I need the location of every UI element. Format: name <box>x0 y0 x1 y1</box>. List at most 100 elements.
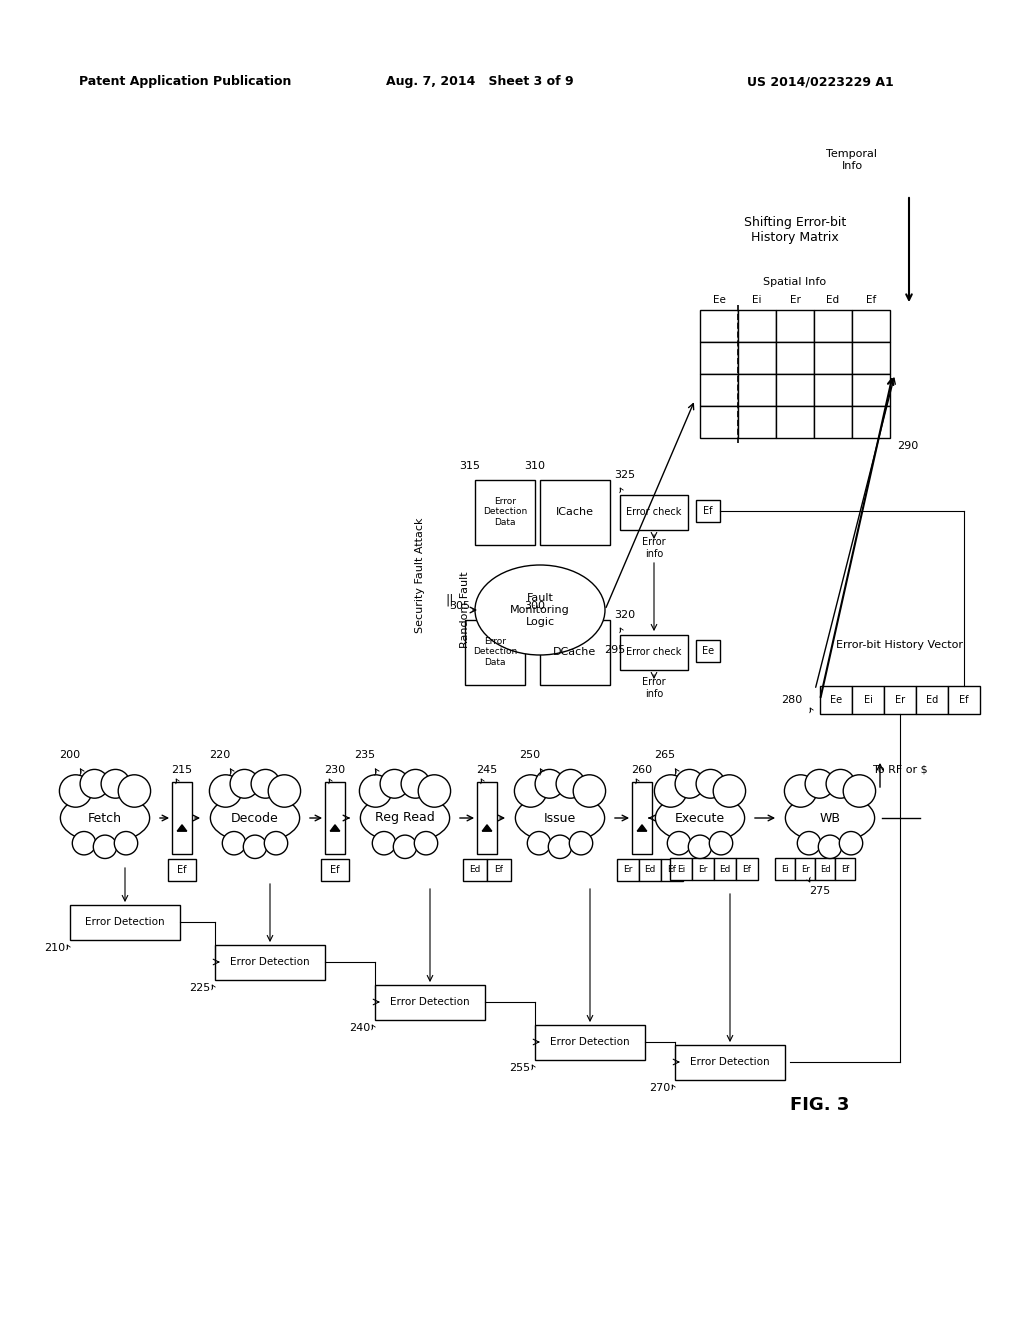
Text: Er: Er <box>895 696 905 705</box>
Circle shape <box>244 836 266 858</box>
Bar <box>814 374 852 407</box>
Circle shape <box>115 832 137 855</box>
Circle shape <box>80 770 109 799</box>
Text: Error
info: Error info <box>642 677 666 698</box>
Text: Ei: Ei <box>781 865 788 874</box>
Bar <box>700 342 738 374</box>
Bar <box>463 859 487 880</box>
Bar <box>814 342 852 374</box>
Text: 255: 255 <box>509 1063 530 1073</box>
Circle shape <box>393 836 417 858</box>
Text: 300: 300 <box>524 601 546 611</box>
Text: Ed: Ed <box>719 865 731 874</box>
Bar <box>475 480 535 545</box>
Text: Ee: Ee <box>701 645 714 656</box>
Polygon shape <box>330 825 340 832</box>
Circle shape <box>843 775 876 808</box>
Text: 325: 325 <box>614 470 636 480</box>
Circle shape <box>59 775 92 808</box>
Text: Fetch: Fetch <box>88 812 122 825</box>
Text: 200: 200 <box>59 750 81 760</box>
Text: Spatial Info: Spatial Info <box>764 277 826 286</box>
Circle shape <box>548 836 571 858</box>
Circle shape <box>805 770 834 799</box>
Text: Ei: Ei <box>677 865 685 874</box>
Ellipse shape <box>515 793 604 842</box>
Text: Error
Detection
Data: Error Detection Data <box>473 638 517 667</box>
Bar <box>714 858 736 880</box>
Text: 305: 305 <box>450 601 470 611</box>
Text: Random Fault: Random Fault <box>460 572 470 648</box>
Text: 215: 215 <box>171 766 193 775</box>
Text: Temporal
Info: Temporal Info <box>826 149 878 170</box>
Bar <box>325 781 345 854</box>
Text: Error
Detection
Data: Error Detection Data <box>483 498 527 527</box>
Circle shape <box>556 770 585 799</box>
Text: Er: Er <box>624 866 633 874</box>
Text: Ed: Ed <box>926 696 938 705</box>
Circle shape <box>373 832 395 855</box>
Text: 295: 295 <box>604 645 626 655</box>
Bar <box>776 374 814 407</box>
Circle shape <box>713 775 745 808</box>
Text: 310: 310 <box>524 461 546 471</box>
Text: Error
info: Error info <box>642 537 666 558</box>
Text: FIG. 3: FIG. 3 <box>791 1096 850 1114</box>
Bar <box>696 500 720 521</box>
Circle shape <box>101 770 130 799</box>
Circle shape <box>668 832 691 855</box>
Circle shape <box>209 775 242 808</box>
Circle shape <box>514 775 547 808</box>
Bar <box>620 635 688 671</box>
Bar <box>168 859 196 880</box>
Bar <box>487 859 511 880</box>
Bar <box>477 781 497 854</box>
Text: Ef: Ef <box>959 696 969 705</box>
Bar <box>776 407 814 438</box>
Text: 250: 250 <box>519 750 541 760</box>
Circle shape <box>784 775 817 808</box>
Bar <box>639 859 662 880</box>
Text: 245: 245 <box>476 766 498 775</box>
Text: Issue: Issue <box>544 812 577 825</box>
Bar <box>814 407 852 438</box>
Text: 260: 260 <box>632 766 652 775</box>
Bar <box>852 374 890 407</box>
Text: 270: 270 <box>649 1082 670 1093</box>
Text: 210: 210 <box>44 942 65 953</box>
Ellipse shape <box>475 565 605 655</box>
Text: Security Fault Attack: Security Fault Attack <box>415 517 425 632</box>
Bar <box>617 859 639 880</box>
Text: Er: Er <box>790 294 801 305</box>
Circle shape <box>415 832 437 855</box>
Text: Ei: Ei <box>753 294 762 305</box>
Ellipse shape <box>655 793 744 842</box>
Bar <box>375 985 485 1020</box>
Circle shape <box>222 832 246 855</box>
Circle shape <box>818 836 842 858</box>
Bar <box>540 620 610 685</box>
Text: Ef: Ef <box>668 866 677 874</box>
Text: Ei: Ei <box>863 696 872 705</box>
Text: Ee: Ee <box>713 294 725 305</box>
Text: 265: 265 <box>654 750 676 760</box>
Bar <box>852 342 890 374</box>
Text: Error check: Error check <box>627 507 682 517</box>
Text: Decode: Decode <box>231 812 279 825</box>
Bar <box>662 859 683 880</box>
Text: Er: Er <box>698 865 708 874</box>
Bar <box>632 781 652 854</box>
Text: Error Detection: Error Detection <box>390 997 470 1007</box>
Bar <box>620 495 688 531</box>
Circle shape <box>230 770 259 799</box>
Circle shape <box>251 770 280 799</box>
Bar <box>775 858 795 880</box>
Ellipse shape <box>360 793 450 842</box>
Text: Reg Read: Reg Read <box>375 812 435 825</box>
Bar <box>814 310 852 342</box>
Text: Error check: Error check <box>627 647 682 657</box>
Bar <box>916 686 948 714</box>
Text: 280: 280 <box>780 696 802 705</box>
Text: ICache: ICache <box>556 507 594 517</box>
Bar <box>700 407 738 438</box>
